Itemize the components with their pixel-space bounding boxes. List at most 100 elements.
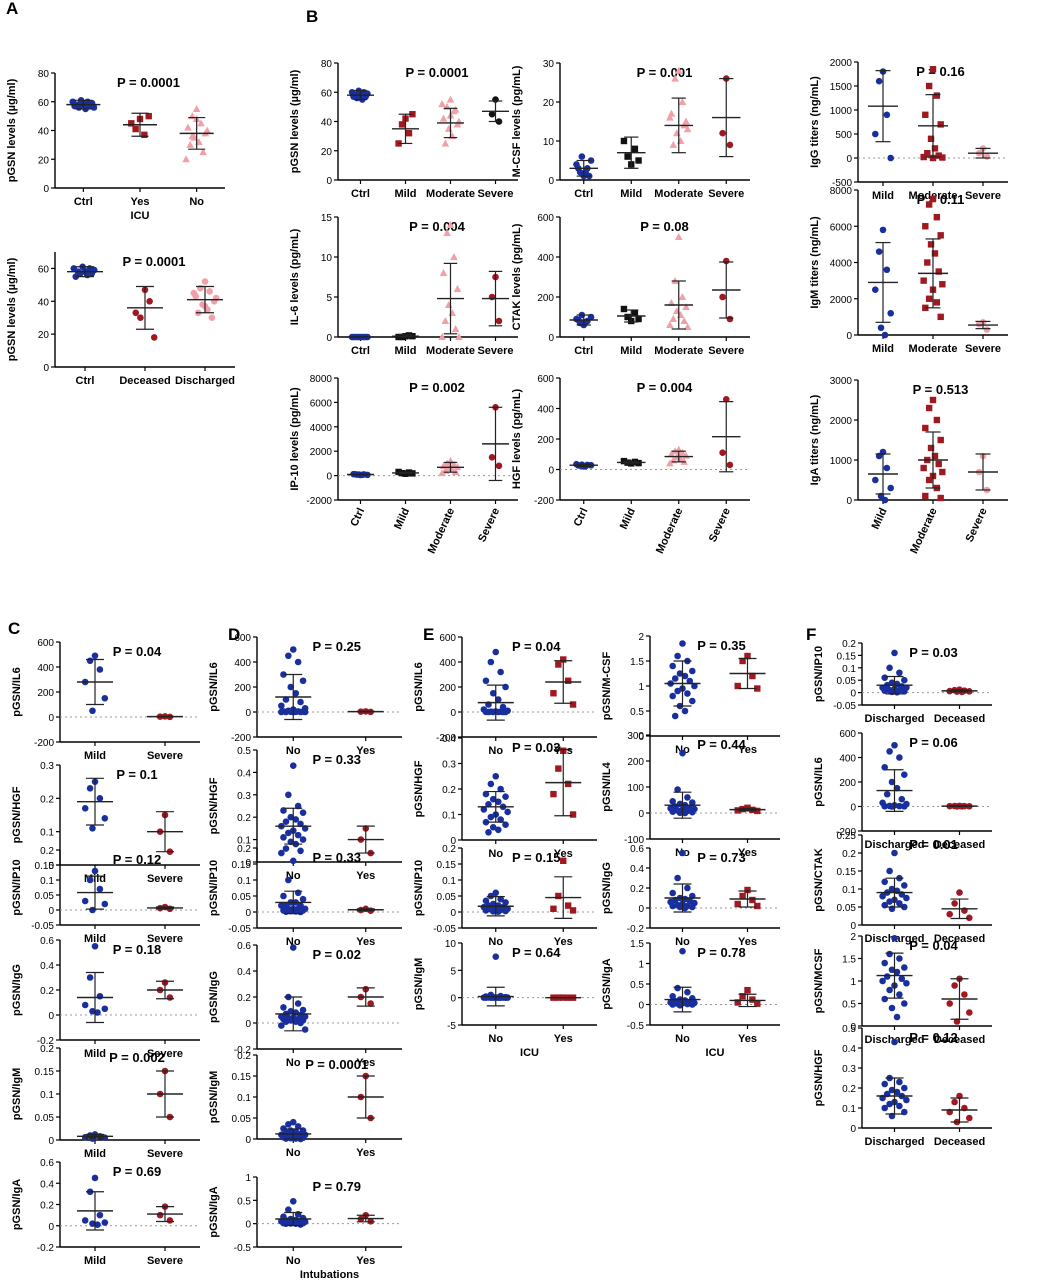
y-tick-label: 1000 <box>830 456 853 467</box>
data-point <box>564 780 572 788</box>
y-tick-label: 0.5 <box>630 707 644 718</box>
data-point <box>682 303 690 310</box>
data-point <box>348 88 356 96</box>
data-point <box>966 1114 973 1122</box>
y-tick-label: 10 <box>321 253 333 264</box>
data-point <box>924 259 931 266</box>
x-category-label: Yes <box>554 848 573 860</box>
data-point <box>689 1001 696 1008</box>
y-tick-label: 0 <box>48 906 54 917</box>
y-tick-label: 80 <box>321 59 333 70</box>
x-category-label: Severe <box>708 188 744 200</box>
p-value-annotation: P = 0.002 <box>409 380 465 395</box>
y-tick-label: -0.05 <box>31 921 54 932</box>
data-point <box>935 268 942 275</box>
data-point <box>289 646 297 653</box>
data-point <box>294 658 302 666</box>
p-value-annotation: P = 0.1 <box>116 767 157 782</box>
data-point <box>297 708 304 716</box>
y-tick-label: 200 <box>37 688 54 699</box>
data-point <box>734 900 741 908</box>
p-value-annotation: P = 0.0001 <box>405 65 468 80</box>
data-point <box>89 1220 96 1227</box>
x-category-label: Discharged <box>865 1136 925 1148</box>
y-tick-label: -200 <box>836 827 856 838</box>
data-point <box>674 874 681 882</box>
data-point <box>901 964 908 971</box>
data-point <box>667 450 676 458</box>
data-point <box>166 1217 174 1224</box>
data-point <box>451 105 460 113</box>
chart-b-il-6-levels-pg-ml: 0 5 10 15 IL-6 levels (pg/mL) Ctrl Mild Moderat… <box>289 213 518 357</box>
data-point <box>903 894 910 902</box>
y-tick-label: 0 <box>548 333 554 344</box>
data-point <box>299 677 307 685</box>
data-point <box>739 892 746 900</box>
y-tick-label: 0.1 <box>237 836 251 847</box>
data-point <box>872 476 879 484</box>
data-point <box>886 950 893 958</box>
data-point <box>156 1211 164 1219</box>
data-point <box>282 696 290 703</box>
data-point <box>101 694 109 702</box>
data-point <box>726 315 734 323</box>
p-value-annotation: P = 0.16 <box>916 64 965 79</box>
data-point <box>282 708 290 716</box>
data-point <box>199 148 207 156</box>
data-point <box>680 317 688 324</box>
data-point <box>939 468 946 476</box>
x-category-label: Mild <box>84 1255 106 1267</box>
y-tick-label: 0 <box>548 176 554 187</box>
y-tick-label: 0.3 <box>442 760 456 771</box>
data-point <box>292 816 300 823</box>
y-tick-label: 0.15 <box>35 861 55 872</box>
y-tick-label: 0 <box>450 908 456 919</box>
p-value-annotation: P = 0.44 <box>697 737 746 752</box>
x-category-label: Yes <box>738 1033 757 1045</box>
y-tick-label: 15 <box>321 213 333 224</box>
x-category-label: Mild <box>872 190 894 202</box>
y-tick-label: 400 <box>839 754 856 765</box>
y-axis-label: pGSN/MCSF <box>813 948 825 1013</box>
data-point <box>72 273 80 280</box>
data-point <box>924 150 931 157</box>
x-category-label: Ctrl <box>574 188 593 200</box>
data-point <box>494 826 502 834</box>
y-tick-label: 0.2 <box>40 986 54 997</box>
chart-d-pgsn-igg: -0.2 0 0.2 0.4 0.6 pGSN/IgG No Yes P = 0.02 <box>208 941 402 1069</box>
data-point <box>289 762 297 769</box>
data-point <box>96 795 104 802</box>
y-tick-label: 2000 <box>310 447 333 458</box>
data-point <box>292 689 300 697</box>
y-axis-label: pGSN/IP10 <box>11 859 23 915</box>
y-tick-label: 0 <box>43 363 49 374</box>
y-tick-label: 600 <box>37 638 54 649</box>
data-point <box>188 132 197 140</box>
data-point <box>128 120 135 127</box>
chart-e-pgsn-igm: -5 0 5 10 pGSN/IgM No Yes ICU P = 0.64 <box>413 939 597 1059</box>
y-tick-label: 0.1 <box>842 664 856 675</box>
y-tick-label: 0.5 <box>630 980 644 991</box>
data-point <box>578 153 586 160</box>
data-point <box>929 66 937 73</box>
data-point <box>560 656 567 663</box>
data-point <box>901 1084 908 1092</box>
x-category-label: Severe <box>147 1048 183 1060</box>
data-point <box>450 460 458 468</box>
y-tick-label: 200 <box>839 778 856 789</box>
p-value-annotation: P = 0.73 <box>697 850 746 865</box>
data-point <box>734 807 741 814</box>
data-point <box>560 857 567 864</box>
data-point <box>888 778 896 786</box>
y-tick-label: 0 <box>850 803 856 814</box>
x-category-label: No <box>189 196 204 208</box>
y-tick-label: 0.2 <box>237 993 251 1004</box>
data-point <box>933 416 941 424</box>
data-point <box>439 269 448 276</box>
y-axis-label: pGSN/IgA <box>601 958 613 1009</box>
y-tick-label: 0.05 <box>837 676 857 687</box>
data-point <box>81 1217 89 1224</box>
y-axis-label: IgG titers (ng/mL) <box>809 76 821 168</box>
x-category-label: No <box>286 1057 301 1069</box>
